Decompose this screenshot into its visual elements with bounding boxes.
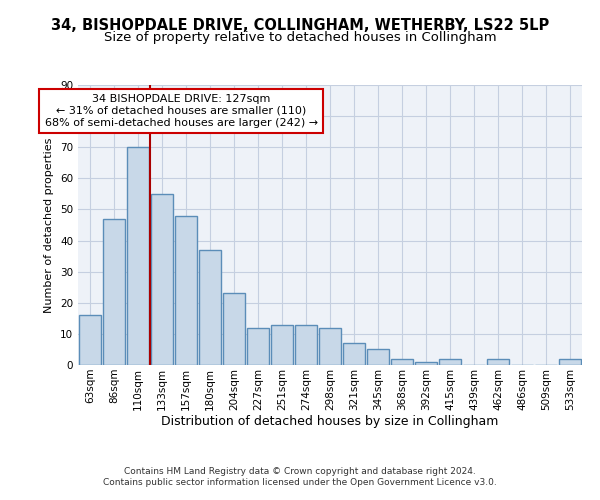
Text: Size of property relative to detached houses in Collingham: Size of property relative to detached ho… xyxy=(104,31,496,44)
Bar xyxy=(223,294,245,365)
Bar xyxy=(79,315,101,365)
Bar xyxy=(367,350,389,365)
Bar xyxy=(151,194,173,365)
Y-axis label: Number of detached properties: Number of detached properties xyxy=(44,138,55,312)
Bar xyxy=(175,216,197,365)
Text: 34 BISHOPDALE DRIVE: 127sqm
← 31% of detached houses are smaller (110)
68% of se: 34 BISHOPDALE DRIVE: 127sqm ← 31% of det… xyxy=(44,94,318,128)
Bar xyxy=(271,324,293,365)
Bar xyxy=(127,147,149,365)
Bar xyxy=(103,219,125,365)
Bar xyxy=(319,328,341,365)
Bar xyxy=(415,362,437,365)
Bar xyxy=(343,343,365,365)
Text: Contains HM Land Registry data © Crown copyright and database right 2024.
Contai: Contains HM Land Registry data © Crown c… xyxy=(103,468,497,487)
Bar xyxy=(391,359,413,365)
Text: 34, BISHOPDALE DRIVE, COLLINGHAM, WETHERBY, LS22 5LP: 34, BISHOPDALE DRIVE, COLLINGHAM, WETHER… xyxy=(51,18,549,32)
Bar xyxy=(487,359,509,365)
Bar xyxy=(295,324,317,365)
Bar xyxy=(559,359,581,365)
Bar xyxy=(247,328,269,365)
Bar xyxy=(439,359,461,365)
X-axis label: Distribution of detached houses by size in Collingham: Distribution of detached houses by size … xyxy=(161,416,499,428)
Bar xyxy=(199,250,221,365)
